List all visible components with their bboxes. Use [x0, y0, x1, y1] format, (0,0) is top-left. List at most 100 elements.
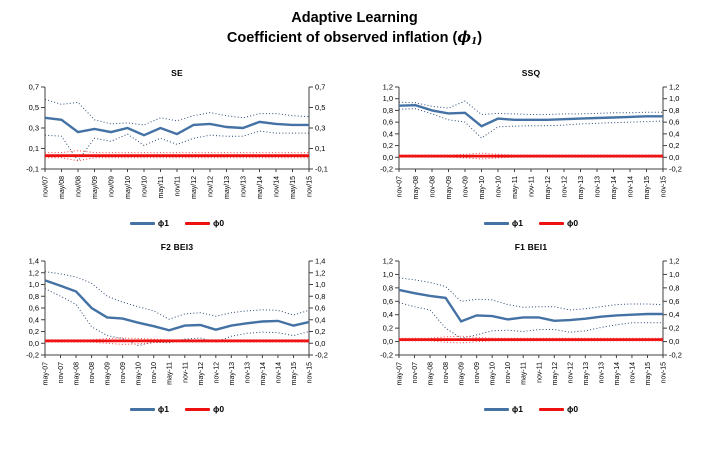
- x-tick-label: may-09: [105, 362, 112, 385]
- y-tick-label: 0,1: [29, 144, 39, 153]
- y-tick-label: 1,2: [29, 268, 39, 277]
- y-tick-label: 1,2: [669, 257, 679, 266]
- x-tick-label: may/13: [224, 176, 231, 199]
- phi0-line-swatch: [185, 407, 210, 411]
- y-tick-label: 0,2: [383, 141, 393, 150]
- y-tick-label: 0,8: [29, 292, 39, 301]
- x-tick-label: nov-13: [595, 176, 602, 198]
- y-tick-label: 1,0: [383, 94, 393, 103]
- y-tick-label: 1,0: [383, 270, 393, 279]
- x-tick-label: nov-08: [430, 176, 437, 198]
- y-tick-label: 1,2: [669, 83, 679, 92]
- figure-title: Adaptive Learning Coefficient of observe…: [0, 0, 709, 52]
- x-tick-label: may/12: [191, 176, 198, 199]
- figure-title-line1: Adaptive Learning: [291, 10, 418, 26]
- y-tick-label: 0,4: [669, 129, 679, 138]
- x-tick-label: may-09: [459, 362, 466, 385]
- chart-svg: 1,4 1,4 1,2 1,2 1,0 1,0 0,8 0,8 0,6 0,6 0,4 0,4 0,2 0…: [26, 257, 328, 386]
- legend-item-phi1: ϕ1: [483, 218, 523, 228]
- y-tick-label: 0,2: [29, 327, 39, 336]
- phi1-line-swatch: [129, 221, 155, 225]
- x-tick-label: may-10: [479, 176, 486, 199]
- chart-svg: 1,2 1,2 1,0 1,0 0,8 0,8 0,6 0,6 0,4 0,4 0,2 0,2 0,0 0…: [380, 83, 682, 200]
- series-ϕ1: [44, 279, 310, 332]
- x-axis-ticks: may-07 nov-07 may-08 nov-08 may-09 nov-09 may-…: [43, 355, 314, 385]
- x-tick-label: nov/14: [274, 176, 281, 197]
- x-tick-label: nov/10: [142, 176, 149, 197]
- phi1-line-swatch: [483, 407, 509, 411]
- x-axis-ticks: nov/07 may/08 nov/08 may/09 nov/09 may/10 nov/…: [43, 169, 314, 199]
- series-ϕ0 upper band: [45, 150, 309, 154]
- chart-canvas-f2-bei3: 1,4 1,4 1,2 1,2 1,0 1,0 0,8 0,8 0,6 0,6 0,4 0,4 0,2 0…: [2, 253, 352, 403]
- series-ϕ1 lower band: [398, 302, 663, 339]
- x-tick-label: may/11: [158, 176, 165, 199]
- legend-item-phi0: ϕ0: [539, 404, 578, 414]
- x-tick-label: nov-15: [307, 362, 314, 384]
- series-ϕ1 upper band: [398, 277, 664, 311]
- series-ϕ1 lower band: [44, 130, 309, 162]
- x-tick-label: nov/11: [175, 176, 182, 197]
- series-ϕ0 upper band: [45, 337, 309, 341]
- legend-label-phi0: ϕ0: [213, 218, 225, 228]
- y-tick-label: 0,7: [29, 83, 39, 92]
- title-line2-prefix: Coefficient of observed inflation (: [226, 30, 458, 46]
- x-tick-label: may/08: [59, 176, 66, 199]
- x-tick-label: may-07: [43, 362, 50, 385]
- series-ϕ1: [398, 103, 663, 128]
- series-ϕ0 lower band: [399, 156, 663, 160]
- x-tick-label: may/15: [290, 176, 297, 199]
- legend-item-phi1: ϕ1: [129, 404, 169, 414]
- x-tick-label: may-10: [490, 362, 497, 385]
- chart-canvas-se: 0,7 0,7 0,5 0,5 0,3 0,3 0,1 0,1 -0,1 -0,1 nov/07 ma…: [2, 79, 352, 217]
- y-tick-label: -0,2: [380, 165, 393, 174]
- x-tick-label: nov-08: [89, 362, 96, 384]
- x-tick-label: may-08: [428, 362, 435, 385]
- legend-label-phi1: ϕ1: [157, 218, 169, 228]
- series-ϕ1 lower band: [44, 288, 310, 347]
- x-tick-label: nov/13: [241, 176, 248, 197]
- y-tick-label: 0,0: [669, 153, 679, 162]
- x-tick-label: may-10: [136, 362, 143, 385]
- x-tick-label: nov-14: [275, 362, 282, 384]
- y-tick-label: -0,2: [315, 351, 328, 360]
- y-tick-label: 0,7: [315, 83, 325, 92]
- x-tick-label: may-14: [611, 176, 618, 199]
- x-axis-ticks: may-07 nov-07 may-08 nov-08 may-09 nov-09 may-…: [397, 355, 668, 385]
- y-axis-ticks: 1,2 1,2 1,0 1,0 0,8 0,8 0,6 0,6 0,4 0,4 0,2 0,2 0,0 0…: [380, 83, 682, 174]
- y-tick-label: 1,0: [669, 270, 679, 279]
- x-tick-label: nov-11: [536, 362, 543, 383]
- x-tick-label: may-08: [74, 362, 81, 385]
- y-tick-label: 1,4: [29, 257, 39, 266]
- x-tick-label: nov-13: [244, 362, 251, 384]
- y-tick-label: 0,1: [315, 144, 325, 153]
- subplot-title-f2-bei3: F2 BEI3: [160, 242, 194, 252]
- x-tick-label: nov-14: [629, 362, 636, 384]
- chart-canvas-ssq: 1,2 1,2 1,0 1,0 0,8 0,8 0,6 0,6 0,4 0,4 0,2 0,2 0,0 0…: [356, 79, 706, 217]
- x-tick-label: nov/15: [307, 176, 314, 197]
- y-tick-label: 1,0: [315, 280, 325, 289]
- title-line2-suffix: ): [477, 30, 483, 46]
- y-tick-label: 0,6: [383, 297, 393, 306]
- chart-svg: 0,7 0,7 0,5 0,5 0,3 0,3 0,1 0,1 -0,1 -0,1 nov/07 ma…: [26, 83, 328, 199]
- x-tick-label: nov-07: [58, 362, 65, 384]
- x-tick-label: may-11: [521, 362, 528, 385]
- legend-item-phi0: ϕ0: [185, 218, 224, 228]
- legend-se: ϕ1 ϕ0: [129, 218, 224, 228]
- y-tick-label: -0,1: [315, 165, 328, 174]
- y-tick-label: 0,4: [669, 310, 679, 319]
- y-tick-label: -0,2: [26, 351, 39, 360]
- x-tick-label: may-08: [413, 176, 420, 199]
- y-tick-label: 0,0: [383, 337, 393, 346]
- legend-f1-bei1: ϕ1 ϕ0: [483, 404, 578, 414]
- y-tick-label: 0,5: [29, 103, 39, 112]
- x-tick-label: nov/09: [109, 176, 116, 197]
- y-tick-label: 0,8: [669, 283, 679, 292]
- y-tick-label: 0,4: [383, 129, 393, 138]
- legend-item-phi1: ϕ1: [483, 404, 523, 414]
- x-tick-label: nov-11: [529, 176, 536, 197]
- legend-ssq: ϕ1 ϕ0: [483, 218, 578, 228]
- x-tick-label: may-12: [198, 362, 205, 385]
- y-tick-label: 0,0: [669, 337, 679, 346]
- figure-title-line2: Coefficient of observed inflation (ϕ1): [0, 28, 709, 52]
- y-tick-label: 0,6: [669, 297, 679, 306]
